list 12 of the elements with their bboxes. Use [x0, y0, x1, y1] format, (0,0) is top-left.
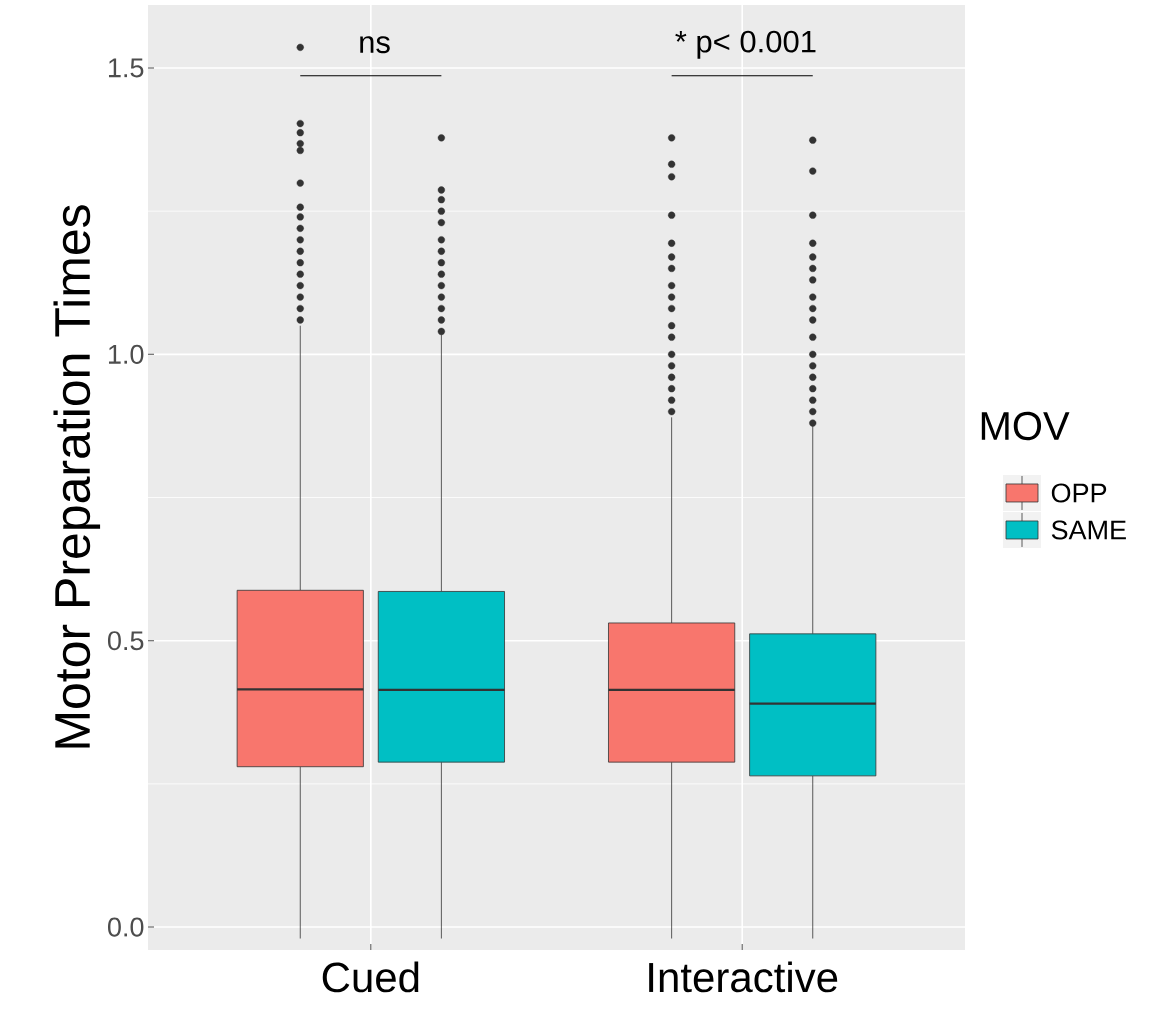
annotation: * p< 0.001 — [675, 30, 816, 59]
y-tick-label: 0.0 — [107, 917, 144, 937]
legend-label: SAME — [1051, 520, 1126, 540]
legend-title: MOV — [981, 411, 1070, 441]
x-tick-label: Cued — [322, 961, 419, 993]
x-tick-label: Interactive — [649, 961, 838, 993]
annotation: ns — [360, 36, 390, 54]
y-tick-label: 0.5 — [107, 631, 144, 651]
y-tick-label: 1.0 — [108, 344, 144, 364]
legend-label: OPP — [1051, 483, 1107, 503]
y-tick-label: 1.5 — [108, 58, 144, 78]
y-axis-title: Motor Preparation Times — [53, 205, 101, 748]
